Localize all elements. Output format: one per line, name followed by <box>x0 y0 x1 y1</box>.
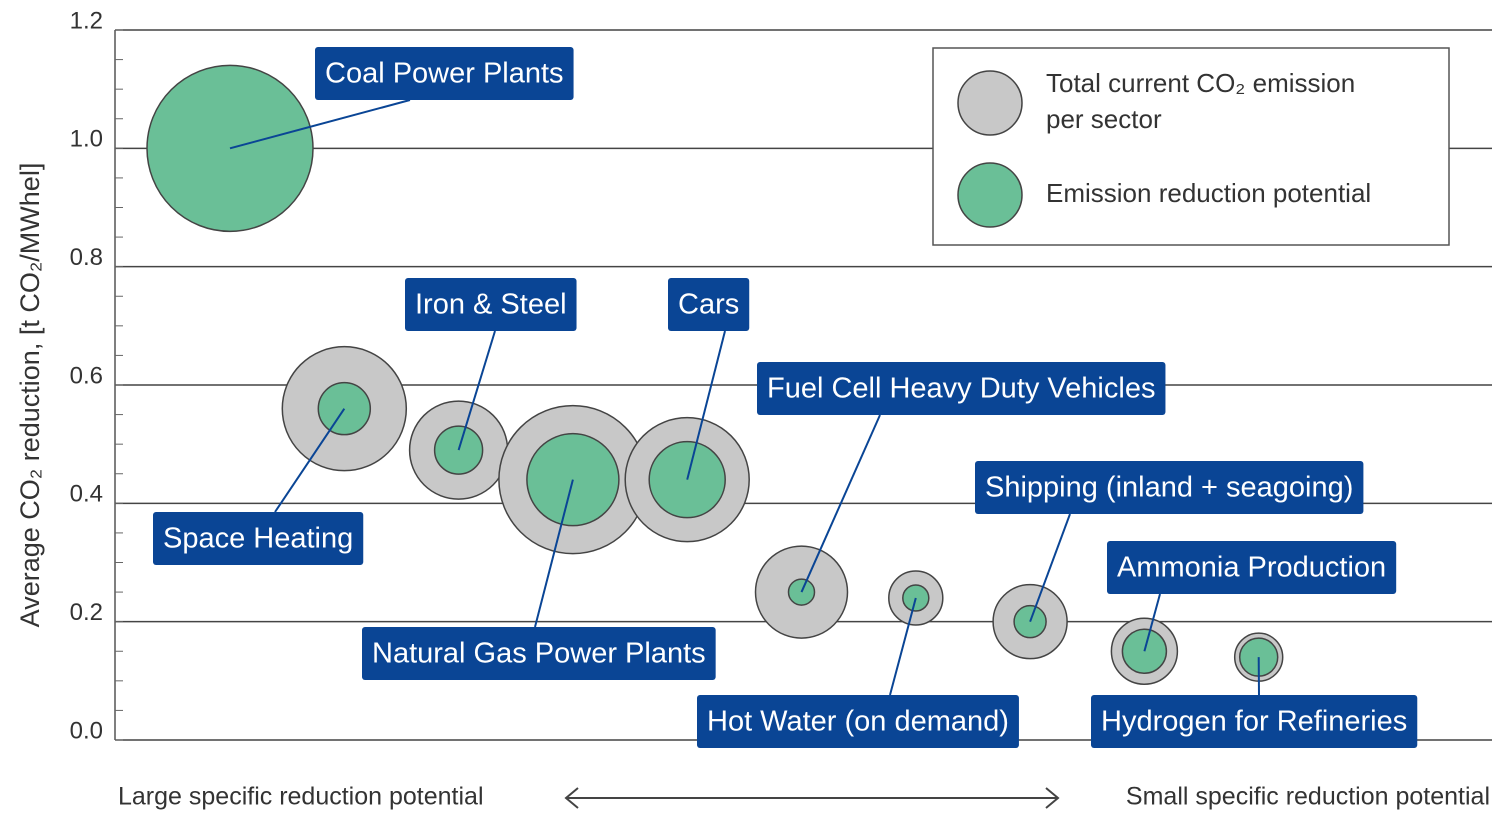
leader-line <box>800 414 881 593</box>
label-box <box>153 512 364 565</box>
legend-label: Total current CO₂ emission per sector <box>1046 68 1355 134</box>
y-tick-label: 1.0 <box>70 126 103 153</box>
legend-box <box>932 47 1450 246</box>
leader-line <box>686 330 726 480</box>
label-box <box>1091 695 1418 748</box>
label-box <box>362 627 716 680</box>
legend-line: per sector <box>1046 104 1162 134</box>
category-label: Coal Power Plants <box>325 58 564 90</box>
legend-swatch <box>957 70 1023 136</box>
label-box <box>757 362 1166 415</box>
y-tick-label: 0.8 <box>70 244 103 271</box>
leader-line <box>274 408 346 513</box>
label-box <box>405 278 577 331</box>
category-label: Iron & Steel <box>415 289 567 321</box>
category-label: Ammonia Production <box>1117 552 1386 584</box>
label-box <box>1107 541 1397 594</box>
category-label: Shipping (inland + seagoing) <box>985 472 1353 504</box>
y-tick-label: 1.2 <box>70 7 103 34</box>
y-tick-label: 0.6 <box>70 362 103 389</box>
x-label-right: Small specific reduction potential <box>1126 783 1490 811</box>
category-label: Cars <box>678 289 739 321</box>
category-label: Natural Gas Power Plants <box>372 638 706 670</box>
label-box <box>315 47 574 100</box>
y-tick-label: 0.2 <box>70 599 103 626</box>
x-label-left: Large specific reduction potential <box>118 783 484 811</box>
label-box <box>975 461 1364 514</box>
leader-line <box>229 99 411 150</box>
legend-line: Total current CO₂ emission <box>1046 68 1355 98</box>
leader-line <box>1029 513 1071 623</box>
category-label: Hot Water (on demand) <box>707 706 1009 738</box>
category-label: Hydrogen for Refineries <box>1101 706 1407 738</box>
leader-line <box>457 330 496 451</box>
arrow <box>564 787 1060 809</box>
leader-line <box>1143 593 1161 652</box>
y-axis-label: Average CO₂ reduction, [t CO₂/MWhel] <box>15 163 45 628</box>
leader-line <box>534 479 574 628</box>
category-label: Space Heating <box>163 523 353 555</box>
bubble <box>526 432 620 527</box>
legend-swatch <box>957 162 1023 228</box>
y-tick-label: 0.4 <box>70 481 103 508</box>
y-tick-label: 0.0 <box>70 717 103 744</box>
category-label: Fuel Cell Heavy Duty Vehicles <box>767 373 1155 405</box>
label-box <box>697 695 1019 748</box>
leader-line <box>889 597 917 696</box>
label-box <box>668 278 750 331</box>
legend-label: Emission reduction potential <box>1046 178 1371 208</box>
